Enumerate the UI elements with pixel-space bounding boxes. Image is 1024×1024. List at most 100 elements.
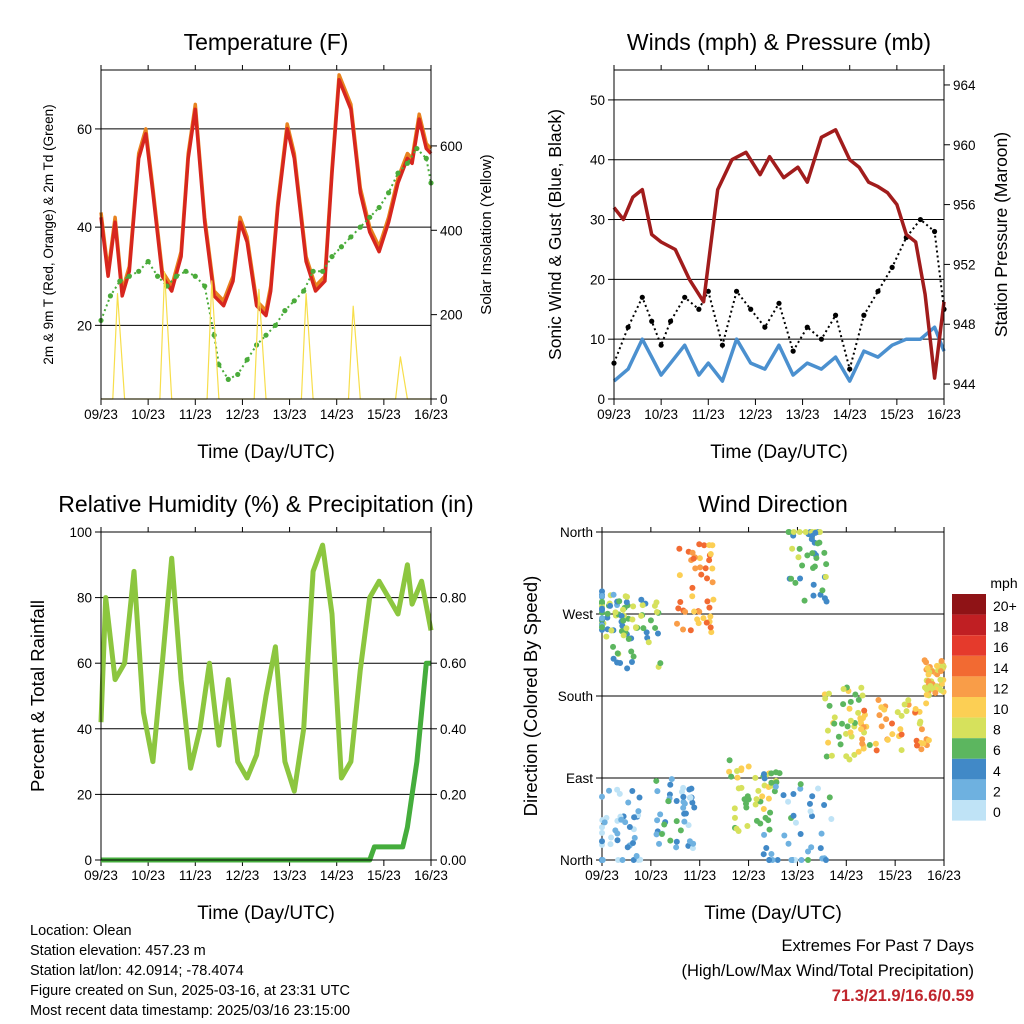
direction-point xyxy=(706,542,713,549)
direction-point xyxy=(689,593,696,600)
direction-point xyxy=(810,581,817,588)
humidity-xtick-label: 11/23 xyxy=(179,868,212,883)
winds-point xyxy=(748,306,754,312)
extremes-values: 71.3/21.9/16.6/0.59 xyxy=(831,987,974,1005)
elevation-text: Station elevation: 457.23 m xyxy=(30,943,206,959)
winds-ytick-label: 30 xyxy=(590,213,605,228)
humidity-series-0 xyxy=(98,542,434,794)
direction-point xyxy=(639,602,646,609)
direction-point xyxy=(677,599,684,606)
direction-point xyxy=(599,615,605,622)
winds-series-line xyxy=(612,128,946,380)
winds-xtick-label: 10/23 xyxy=(644,407,678,422)
direction-point xyxy=(796,545,803,552)
humidity-ytick-right-label: 0.20 xyxy=(440,787,466,802)
direction-point xyxy=(708,629,715,636)
temperature-point xyxy=(423,155,429,161)
direction-point xyxy=(696,555,703,562)
direction-point xyxy=(828,752,835,759)
direction-point xyxy=(599,605,605,612)
temperature-ytick-label: 20 xyxy=(77,318,92,333)
temperature-xtick-label: 13/23 xyxy=(273,407,307,422)
winds-ytick-label: 0 xyxy=(597,392,605,407)
direction-point xyxy=(925,678,932,685)
direction-point xyxy=(710,596,717,603)
humidity-xtick-label: 15/23 xyxy=(367,868,401,883)
direction-point xyxy=(759,793,766,800)
humidity-xlabel: Time (Day/UTC) xyxy=(197,903,335,924)
temperature-ytick-label: 60 xyxy=(77,122,92,137)
direction-point xyxy=(612,609,619,616)
direction-point xyxy=(676,572,683,579)
temperature-xtick-label: 11/23 xyxy=(179,407,212,422)
direction-point xyxy=(696,541,703,548)
direction-point xyxy=(837,741,844,748)
legend-title: mph xyxy=(990,575,1017,591)
direction-point xyxy=(852,691,859,698)
direction-ytick-label: South xyxy=(558,689,593,704)
temperature-ylabel-right: Solar Insolation (Yellow) xyxy=(478,154,495,314)
direction-point xyxy=(691,804,698,811)
direction-point xyxy=(690,555,697,562)
direction-point xyxy=(822,695,829,702)
direction-point xyxy=(823,561,830,568)
direction-point xyxy=(685,822,692,829)
direction-point xyxy=(608,834,615,841)
direction-point xyxy=(689,845,696,852)
direction-point xyxy=(925,671,932,678)
direction-point xyxy=(734,774,741,781)
direction-point xyxy=(728,773,735,780)
direction-point xyxy=(937,676,944,683)
direction-point xyxy=(816,529,823,535)
direction-point xyxy=(685,842,692,849)
winds-ytick-label: 40 xyxy=(590,153,605,168)
temperature-series-0 xyxy=(99,73,433,313)
direction-point xyxy=(667,781,674,788)
direction-ylabel-left: Direction (Colored By Speed) xyxy=(520,576,541,817)
direction-point xyxy=(819,587,826,594)
direction-point xyxy=(667,837,674,844)
humidity-ylabel-left: Percent & Total Rainfall xyxy=(27,600,48,792)
direction-point xyxy=(680,626,687,633)
direction-point xyxy=(610,591,617,598)
humidity-ytick-label: 60 xyxy=(77,656,92,671)
direction-point xyxy=(781,832,788,839)
direction-point xyxy=(765,795,772,802)
direction-point xyxy=(630,603,637,610)
direction-point xyxy=(628,648,635,655)
direction-ytick-label: East xyxy=(566,771,593,786)
temperature-xtick-label: 10/23 xyxy=(131,407,165,422)
direction-point xyxy=(873,747,880,754)
winds-ytick-right-label: 960 xyxy=(953,138,976,153)
direction-point xyxy=(843,730,850,737)
direction-point xyxy=(905,697,912,704)
winds-ytick-right-label: 944 xyxy=(953,377,976,392)
direction-point xyxy=(768,850,775,857)
direction-point xyxy=(707,551,714,558)
direction-point xyxy=(617,659,624,666)
direction-point xyxy=(875,696,882,703)
direction-point xyxy=(860,745,867,752)
direction-point xyxy=(703,619,710,626)
direction-point xyxy=(898,747,905,754)
direction-point xyxy=(813,554,820,561)
direction-point xyxy=(878,723,885,730)
direction-point xyxy=(629,840,636,847)
temperature-xtick-label: 09/23 xyxy=(84,407,118,422)
winds-series-2 xyxy=(612,128,946,380)
direction-point xyxy=(616,598,623,605)
direction-point xyxy=(620,617,627,624)
direction-point xyxy=(668,776,675,783)
direction-point xyxy=(802,529,809,535)
direction-xtick-label: 09/23 xyxy=(585,868,619,883)
direction-point xyxy=(844,723,851,730)
direction-point xyxy=(847,717,854,724)
direction-point xyxy=(606,787,613,794)
direction-point xyxy=(760,806,767,813)
humidity-ytick-right-label: 0.80 xyxy=(440,591,466,606)
direction-point xyxy=(752,801,759,808)
direction-point xyxy=(810,592,817,599)
direction-xlabel: Time (Day/UTC) xyxy=(704,903,842,924)
direction-point xyxy=(690,840,697,847)
